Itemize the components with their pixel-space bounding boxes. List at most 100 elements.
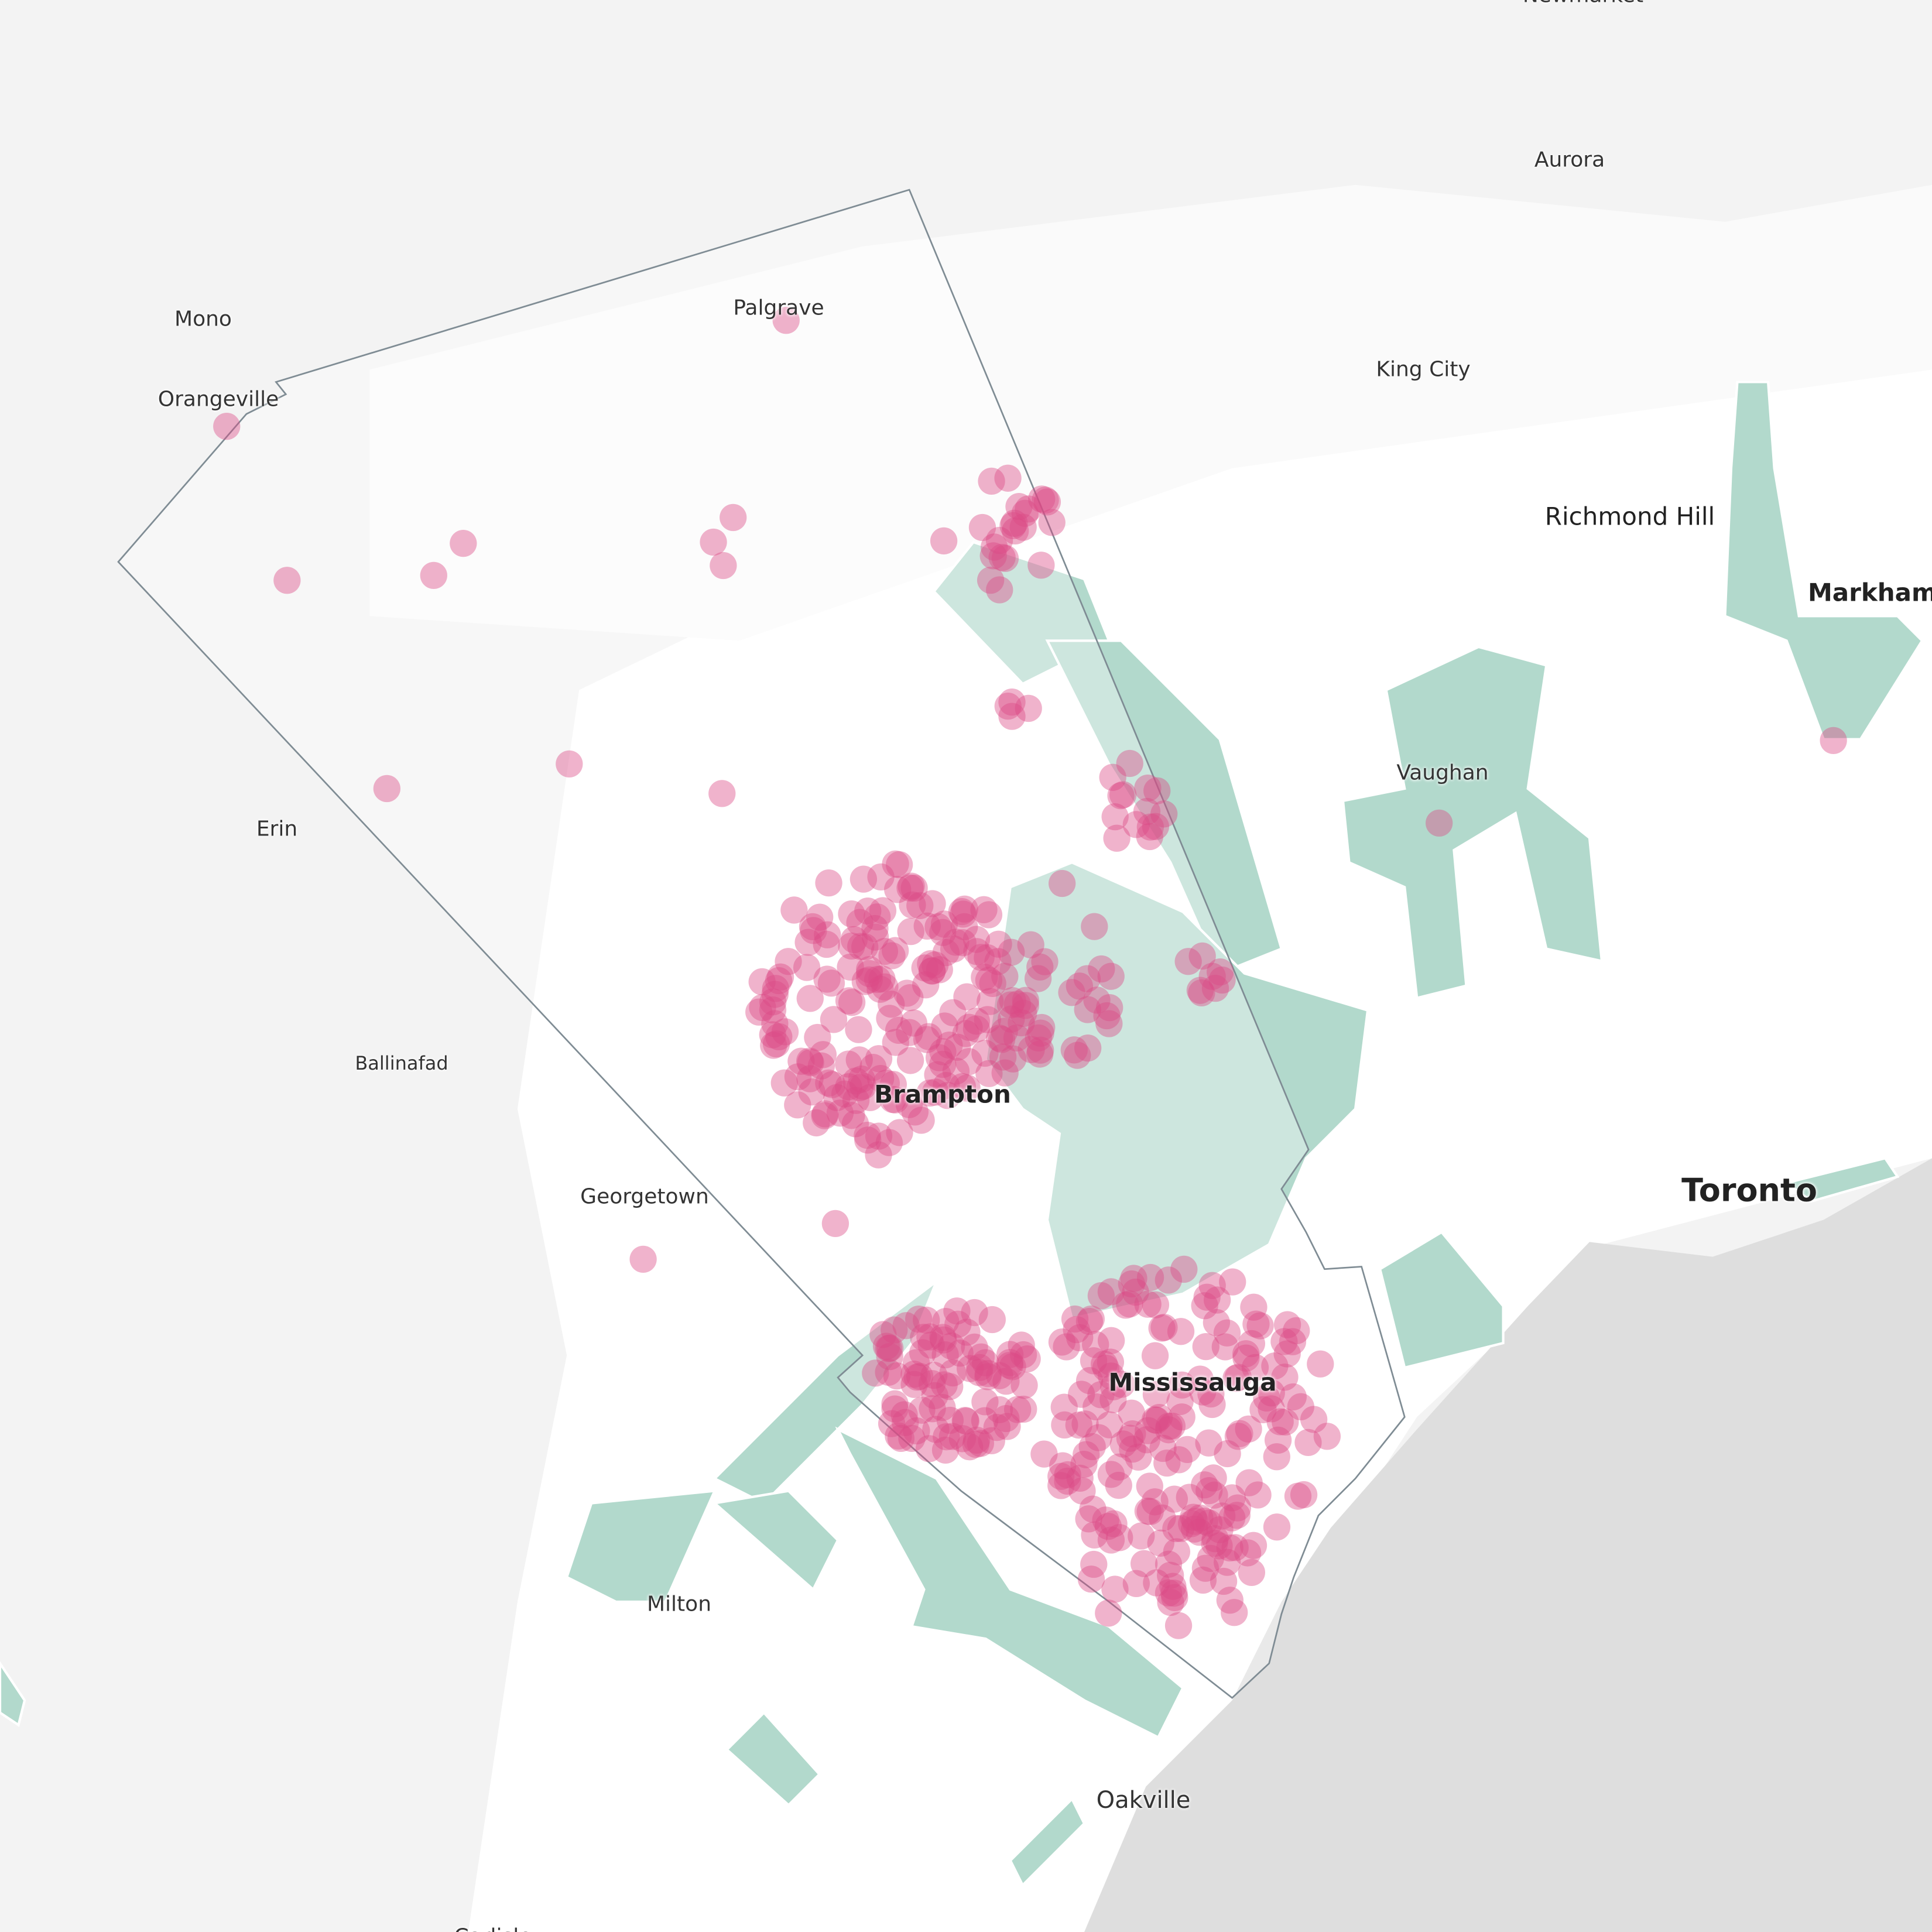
point-marker[interactable] (806, 903, 834, 931)
point-marker[interactable] (804, 1023, 831, 1051)
point-marker[interactable] (978, 467, 1005, 495)
point-marker[interactable] (936, 1031, 963, 1059)
point-marker[interactable] (1028, 485, 1056, 513)
point-marker[interactable] (1047, 1472, 1075, 1499)
point-marker[interactable] (943, 1297, 971, 1325)
point-marker[interactable] (978, 1427, 1005, 1455)
point-marker[interactable] (857, 1084, 884, 1111)
point-marker[interactable] (1263, 1443, 1290, 1471)
point-marker[interactable] (872, 1332, 900, 1360)
point-marker[interactable] (848, 1066, 875, 1093)
point-marker[interactable] (929, 1324, 957, 1351)
point-marker[interactable] (1031, 948, 1059, 975)
point-marker[interactable] (985, 526, 1013, 554)
point-marker[interactable] (962, 1426, 991, 1454)
point-marker[interactable] (1242, 1310, 1270, 1338)
point-marker[interactable] (1017, 931, 1044, 958)
point-marker[interactable] (784, 1091, 811, 1119)
point-marker[interactable] (1116, 1290, 1143, 1318)
point-marker[interactable] (929, 1038, 957, 1066)
point-marker[interactable] (878, 942, 906, 970)
point-marker[interactable] (1234, 1539, 1262, 1567)
point-marker[interactable] (1203, 1308, 1231, 1337)
point-marker[interactable] (962, 1008, 991, 1035)
point-marker[interactable] (796, 985, 824, 1012)
point-marker[interactable] (917, 1331, 945, 1359)
point-marker[interactable] (1049, 869, 1076, 898)
point-marker[interactable] (1205, 1532, 1233, 1560)
point-marker[interactable] (962, 1430, 989, 1458)
point-marker[interactable] (1195, 1429, 1222, 1457)
point-marker[interactable] (1249, 1396, 1277, 1424)
point-marker[interactable] (849, 865, 878, 893)
point-marker[interactable] (1088, 955, 1115, 983)
point-marker[interactable] (1160, 1580, 1188, 1607)
point-marker[interactable] (1070, 1450, 1098, 1478)
point-marker[interactable] (1012, 986, 1040, 1014)
point-marker[interactable] (1232, 1340, 1260, 1368)
point-marker[interactable] (962, 926, 991, 953)
point-marker[interactable] (897, 917, 924, 946)
point-marker[interactable] (1270, 1328, 1298, 1355)
point-marker[interactable] (1198, 1390, 1226, 1419)
point-marker[interactable] (815, 1069, 842, 1097)
point-marker[interactable] (759, 1021, 786, 1049)
point-marker[interactable] (991, 1059, 1019, 1087)
point-marker[interactable] (939, 1359, 967, 1387)
point-marker[interactable] (961, 1333, 988, 1361)
point-marker[interactable] (1075, 1367, 1104, 1395)
point-marker[interactable] (899, 891, 926, 919)
point-marker[interactable] (1191, 1554, 1220, 1582)
point-marker[interactable] (1181, 1508, 1209, 1535)
point-marker[interactable] (1143, 1569, 1170, 1597)
point-marker[interactable] (933, 1071, 960, 1099)
point-marker[interactable] (1162, 1515, 1190, 1543)
point-marker[interactable] (1211, 1333, 1239, 1361)
point-marker[interactable] (881, 1316, 908, 1344)
point-marker[interactable] (1105, 1453, 1133, 1481)
point-marker[interactable] (1101, 1575, 1129, 1603)
point-marker[interactable] (1100, 1510, 1128, 1537)
point-marker[interactable] (1136, 823, 1163, 851)
point-marker[interactable] (831, 1080, 859, 1108)
point-marker[interactable] (1273, 1311, 1301, 1338)
point-marker[interactable] (1135, 1417, 1162, 1444)
point-marker[interactable] (867, 863, 895, 890)
point-marker[interactable] (1012, 992, 1040, 1019)
point-marker[interactable] (1074, 996, 1101, 1023)
point-marker[interactable] (1033, 488, 1061, 516)
point-marker[interactable] (892, 1409, 919, 1436)
point-marker[interactable] (851, 933, 879, 961)
point-marker[interactable] (861, 914, 889, 943)
point-marker[interactable] (1200, 1464, 1227, 1492)
point-marker[interactable] (720, 503, 747, 532)
point-marker[interactable] (1186, 1365, 1214, 1393)
point-marker[interactable] (1094, 1513, 1122, 1540)
point-marker[interactable] (838, 989, 866, 1016)
point-marker[interactable] (1189, 1566, 1217, 1594)
point-marker[interactable] (1134, 774, 1162, 802)
point-marker[interactable] (1191, 1471, 1218, 1499)
point-marker[interactable] (1083, 986, 1111, 1014)
point-marker[interactable] (1159, 1573, 1187, 1600)
point-marker[interactable] (1096, 1411, 1123, 1438)
point-marker[interactable] (902, 1349, 930, 1376)
point-marker[interactable] (961, 1299, 988, 1327)
point-marker[interactable] (1087, 1282, 1115, 1310)
point-marker[interactable] (1077, 1305, 1105, 1333)
point-marker[interactable] (883, 1362, 911, 1390)
point-marker[interactable] (629, 1245, 657, 1273)
point-marker[interactable] (1079, 1495, 1107, 1523)
point-marker[interactable] (965, 1359, 993, 1386)
point-marker[interactable] (1263, 1513, 1291, 1541)
point-marker[interactable] (1271, 1364, 1299, 1391)
point-marker[interactable] (967, 1343, 995, 1371)
point-marker[interactable] (1214, 1549, 1241, 1576)
point-marker[interactable] (944, 1033, 971, 1061)
point-marker[interactable] (765, 967, 793, 995)
point-marker[interactable] (799, 913, 827, 941)
point-marker[interactable] (922, 1416, 950, 1443)
point-marker[interactable] (818, 1071, 846, 1098)
point-marker[interactable] (913, 1306, 940, 1334)
point-marker[interactable] (1008, 1009, 1035, 1037)
